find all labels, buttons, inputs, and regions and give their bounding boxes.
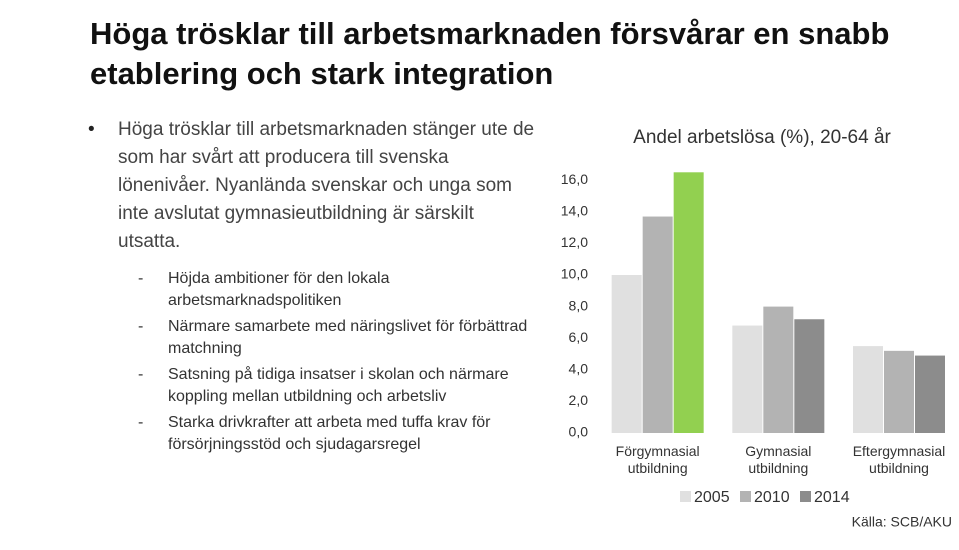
bar [853,346,883,433]
y-tick-label: 0,0 [569,424,589,440]
y-tick-label: 6,0 [569,329,589,345]
slide-title: Höga trösklar till arbetsmarknaden försv… [90,16,890,91]
y-tick-label: 12,0 [561,234,588,250]
bullet-text: Höga trösklar till arbetsmarknaden stäng… [118,119,535,252]
bar [642,216,673,433]
y-tick-label: 4,0 [569,361,589,377]
sub-bullet: Satsning på tidiga insatser i skolan och… [138,364,533,408]
source: Källa: SCB/AKU [852,514,952,530]
y-tick-label: 16,0 [561,171,588,187]
sub-bullet: Höjda ambitioner för den lokala arbetsma… [138,268,533,312]
bar [794,319,825,433]
bar [732,325,763,433]
bullet-dot: • [88,119,95,140]
legend-swatch [800,491,811,502]
y-tick-label: 2,0 [569,392,589,408]
bar [884,350,914,433]
legend-swatch [680,491,691,502]
legend-swatch [740,491,751,502]
bar [611,275,642,433]
sub-bullets: Höjda ambitioner för den lokala arbetsma… [138,268,533,460]
sub-bullet: Starka drivkrafter att arbeta med tuffa … [138,412,533,456]
legend-label: 2014 [814,489,850,506]
bar [763,306,794,433]
legend-label: 2005 [694,489,730,506]
y-tick-label: 14,0 [561,203,588,219]
y-tick-label: 10,0 [561,266,588,282]
x-tick-label: Gymnasial utbildning [745,443,812,476]
x-tick-label: Förgymnasial utbildning [615,443,700,476]
legend-label: 2010 [754,489,790,506]
bar [915,355,945,433]
bar [673,172,704,434]
y-tick-label: 8,0 [569,297,589,313]
sub-bullet: Närmare samarbete med näringslivet för f… [138,316,533,360]
chart-title: Andel arbetslösa (%), 20-64 år [633,127,891,148]
x-tick-label: Eftergymnasial utbildning [852,443,946,476]
